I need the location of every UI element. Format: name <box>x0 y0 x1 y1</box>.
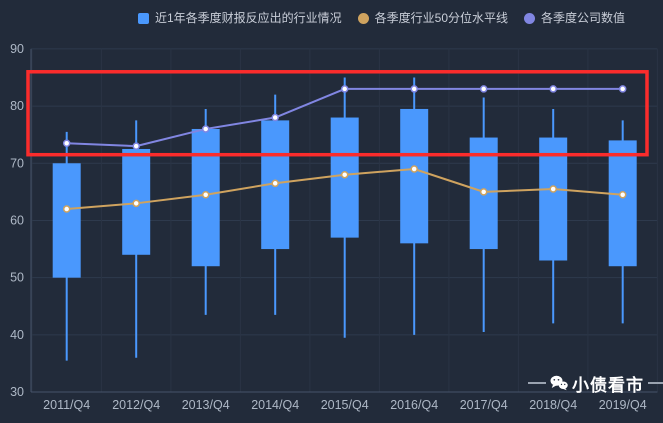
percentile-point <box>132 199 140 208</box>
legend-item-2[interactable]: 各季度公司数值 <box>524 9 625 27</box>
company-value-point <box>271 113 279 122</box>
y-axis-tick-label: 40 <box>10 328 24 342</box>
legend-item-label: 各季度行业50分位水平线 <box>374 11 509 25</box>
wechat-icon <box>550 375 568 391</box>
company-value-point <box>201 125 210 133</box>
highlight-annotation-box <box>26 70 649 157</box>
legend-item-0[interactable]: 近1年各季度财报反应出的行业情况 <box>137 9 342 27</box>
percentile-point <box>618 190 627 199</box>
percentile-point <box>549 185 557 193</box>
company-value-point <box>618 85 627 93</box>
x-axis-tick-label: 2012/Q4 <box>112 398 160 412</box>
x-axis-tick-label: 2014/Q4 <box>251 398 299 412</box>
percentile-point <box>410 165 418 173</box>
y-axis-tick-label: 80 <box>10 99 24 113</box>
watermark-line-left <box>528 382 546 384</box>
legend: 近1年各季度财报反应出的行业情况 各季度行业50分位水平线 各季度公司数值 <box>0 9 663 27</box>
percentile-point <box>62 205 71 213</box>
company-value-point <box>410 85 418 93</box>
company-value-point <box>132 142 140 150</box>
legend-item-label: 各季度公司数值 <box>541 11 626 25</box>
company-value-point <box>340 85 349 93</box>
x-axis-tick-label: 2016/Q4 <box>390 398 438 412</box>
legend-item-1[interactable]: 各季度行业50分位水平线 <box>357 9 509 27</box>
x-axis-tick-label: 2018/Q4 <box>529 398 577 412</box>
y-axis-tick-label: 50 <box>10 271 24 285</box>
percentile-point <box>271 179 279 188</box>
legend-item-label: 近1年各季度财报反应出的行业情况 <box>154 11 342 25</box>
x-axis-tick-label: 2015/Q4 <box>321 398 369 412</box>
company-value-point <box>62 139 71 148</box>
candle-box <box>539 137 568 261</box>
y-axis-tick-label: 30 <box>10 385 24 399</box>
y-axis-tick-label: 90 <box>10 42 24 56</box>
y-axis-tick-label: 60 <box>10 213 24 227</box>
candle-box <box>608 140 637 267</box>
company-value-point <box>549 85 557 93</box>
watermark: 小债看市 <box>528 370 663 396</box>
candle-box <box>52 163 81 278</box>
x-axis-tick-label: 2019/Q4 <box>599 398 647 412</box>
watermark-line-right <box>648 382 663 384</box>
x-axis-tick-label: 2017/Q4 <box>460 398 508 412</box>
percentile-point <box>340 170 349 179</box>
percentile-point <box>201 190 210 199</box>
x-axis-tick-label: 2013/Q4 <box>182 398 230 412</box>
percentile-point <box>479 188 488 196</box>
y-axis-tick-label: 70 <box>10 156 24 170</box>
legend-marker-circle <box>357 12 369 24</box>
watermark-text: 小债看市 <box>572 375 644 395</box>
candle-box <box>400 108 429 244</box>
x-axis-tick-label: 2011/Q4 <box>43 398 90 412</box>
legend-marker-square <box>137 12 149 24</box>
legend-marker-circle <box>524 12 536 24</box>
company-value-point <box>479 85 488 93</box>
